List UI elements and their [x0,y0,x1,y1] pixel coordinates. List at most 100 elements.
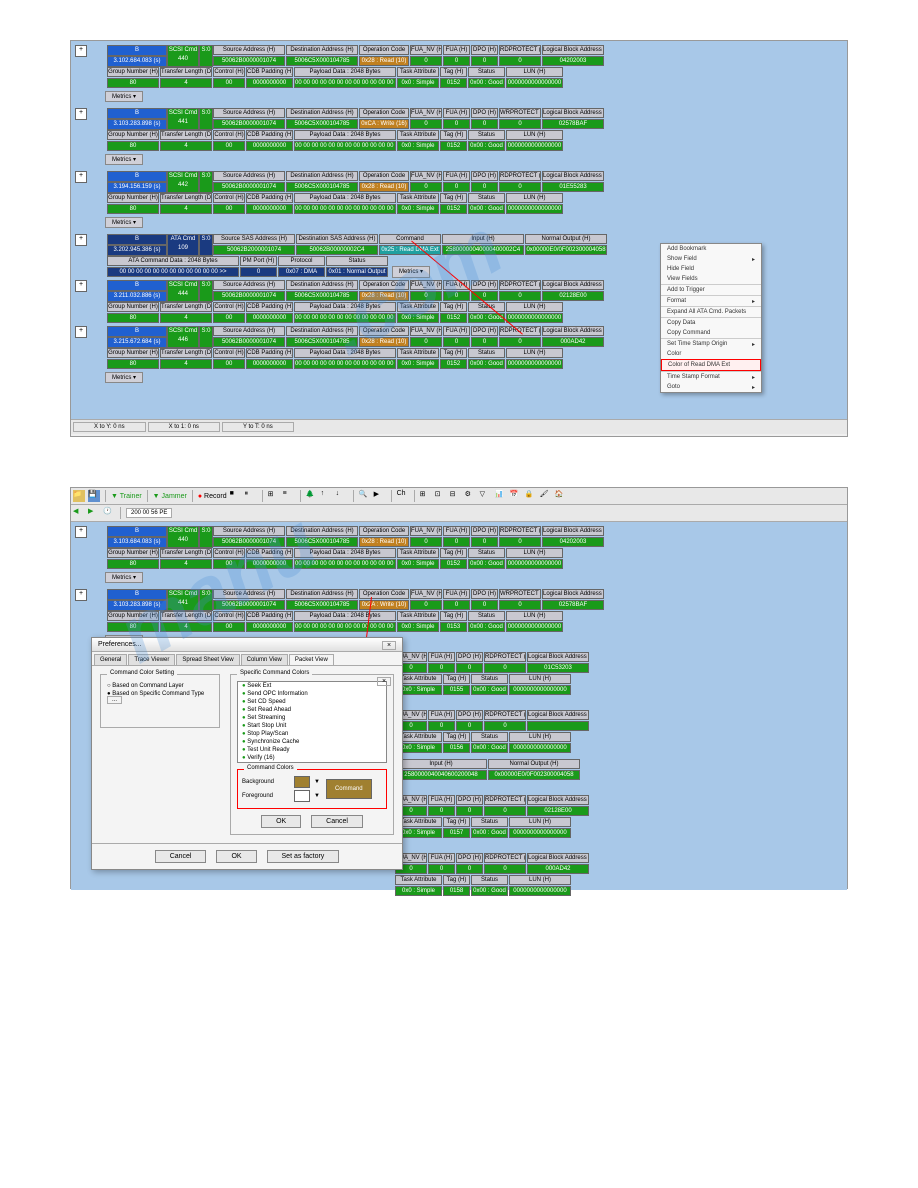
data-cell: 0 [443,119,470,129]
menu-item[interactable]: Time Stamp Format▸ [661,371,761,382]
radio-specific[interactable]: ● Based on Specific Command Type ... [107,691,213,703]
metrics-button[interactable]: Metrics ▾ [105,217,143,228]
pause-icon[interactable]: ⏸ [245,490,257,502]
list-item[interactable]: ● Set Read Ahead [238,706,386,714]
set-factory-button[interactable]: Set as factory [267,850,340,863]
data-cell: 0 [240,267,277,277]
menu-item[interactable]: Add Bookmark [661,244,761,254]
radio-layer[interactable]: ○ Based on Command Layer [107,683,213,689]
tab-spread-sheet-view[interactable]: Spread Sheet View [176,654,239,665]
chart-icon[interactable]: 📊 [495,490,507,502]
pref-icon[interactable]: ⚙ [465,490,477,502]
metrics-button[interactable]: Metrics ▾ [392,266,430,278]
data-cell: 0 [499,291,541,301]
menu-item[interactable]: Goto▸ [661,382,761,392]
tab-packet-view[interactable]: Packet View [289,654,334,665]
expand-icon[interactable]: + [75,234,87,246]
inner-ok-button[interactable]: OK [261,815,301,828]
save-icon[interactable]: 💾 [88,490,100,502]
tool-icon-2[interactable]: ≡ [283,490,295,502]
ok-button[interactable]: OK [216,850,256,863]
expand-icon[interactable]: + [75,171,87,183]
menu-item[interactable]: Copy Command [661,328,761,338]
data-cell: 0x00 : Good [471,685,508,695]
list-item[interactable]: ● Test Unit Ready [238,746,386,754]
data-cell: 0 [443,182,470,192]
up-icon[interactable]: ↑ [321,490,333,502]
data-cell: 0 [428,721,455,731]
list-item-selected[interactable]: ● Write (10) [238,762,386,763]
record-btn[interactable]: ● Record [198,493,227,500]
metrics-button[interactable]: Metrics ▾ [105,91,143,102]
nav-icon[interactable]: ◀ [73,507,85,519]
menu-item[interactable]: Color [661,349,761,359]
next-icon[interactable]: ▶ [374,490,386,502]
cal-icon[interactable]: 📅 [510,490,522,502]
menu-item[interactable]: Show Field▸ [661,254,761,264]
menu-item[interactable]: Expand All ATA Cmd. Packets [661,306,761,317]
specific-colors-group: Specific Command Colors × ● Seek Ext● Se… [230,674,394,835]
menu-item[interactable]: Add to Trigger [661,284,761,295]
expand-icon[interactable]: + [75,526,87,538]
inner-cancel-button[interactable]: Cancel [311,815,363,828]
bg-swatch[interactable] [294,776,310,788]
command-list[interactable]: ● Seek Ext● Send OPC Information● Set CD… [237,681,387,763]
list-item[interactable]: ● Set CD Speed [238,698,386,706]
metrics-button[interactable]: Metrics ▾ [105,154,143,165]
list-item[interactable]: ● Synchronize Cache [238,738,386,746]
view3-icon[interactable]: ⊟ [450,490,462,502]
expand-icon[interactable]: + [75,280,87,292]
metrics-button[interactable]: Metrics ▾ [105,372,143,383]
menu-item[interactable]: View Fields [661,274,761,284]
list-item[interactable]: ● Verify (16) [238,754,386,762]
menu-item[interactable]: Hide Field [661,264,761,274]
trainer-btn[interactable]: ▼ Trainer [111,493,142,500]
ch-icon[interactable]: Ch [397,490,409,502]
data-cell: 4 [160,559,212,569]
data-cell: 0x01 : Normal Output [326,267,388,277]
list-item[interactable]: ● Send OPC Information [238,690,386,698]
tab-column-view[interactable]: Column View [241,654,288,665]
tool-icon-1[interactable]: ⊞ [268,490,280,502]
stop-icon[interactable]: ■ [230,490,242,502]
list-item[interactable]: ● Set Streaming [238,714,386,722]
down-icon[interactable]: ↓ [336,490,348,502]
nav-icon-2[interactable]: ▶ [88,507,100,519]
view2-icon[interactable]: ⊡ [435,490,447,502]
list-item[interactable]: ● Start Stop Unit [238,722,386,730]
status-bar: X to Y: 0 ns X to 1: 0 ns Y to T: 0 ns [71,419,847,434]
lock-icon[interactable]: 🔒 [525,490,537,502]
data-cell: 000AD42 [542,337,604,347]
data-cell: 5006C5X000104785 [286,600,358,610]
cancel-button[interactable]: Cancel [155,850,207,863]
menu-item[interactable]: Set Time Stamp Origin▸ [661,338,761,349]
filter-icon[interactable]: ▽ [480,490,492,502]
jammer-btn[interactable]: ▼ Jammer [153,493,187,500]
clock-icon[interactable]: 🕐 [103,507,115,519]
bg-dropdown-icon[interactable]: ▼ [314,779,320,785]
tab-general[interactable]: General [94,654,127,665]
metrics-button[interactable]: Metrics ▾ [105,572,143,583]
brush-icon[interactable]: 🖌 [540,490,552,502]
inner-close-icon[interactable]: × [377,677,391,686]
expand-icon[interactable]: + [75,589,87,601]
list-item[interactable]: ● Seek Ext [238,682,386,690]
col-header: Task Attribute [397,548,439,558]
fg-dropdown-icon[interactable]: ▼ [314,793,320,799]
close-icon[interactable]: × [382,641,396,650]
home-icon[interactable]: 🏠 [555,490,567,502]
expand-icon[interactable]: + [75,326,87,338]
tree-icon[interactable]: 🌲 [306,490,318,502]
menu-item[interactable]: Color of Read DMA Ext [661,359,761,371]
open-icon[interactable]: 📁 [73,490,85,502]
expand-icon[interactable]: + [75,108,87,120]
view1-icon[interactable]: ⊞ [420,490,432,502]
cmd-type: SCSI Cmd441 [167,108,199,130]
fg-swatch[interactable] [294,790,310,802]
find-icon[interactable]: 🔍 [359,490,371,502]
menu-item[interactable]: Copy Data [661,317,761,328]
tab-trace-viewer[interactable]: Trace Viewer [128,654,175,665]
menu-item[interactable]: Format▸ [661,295,761,306]
list-item[interactable]: ● Stop Play/Scan [238,730,386,738]
expand-icon[interactable]: + [75,45,87,57]
